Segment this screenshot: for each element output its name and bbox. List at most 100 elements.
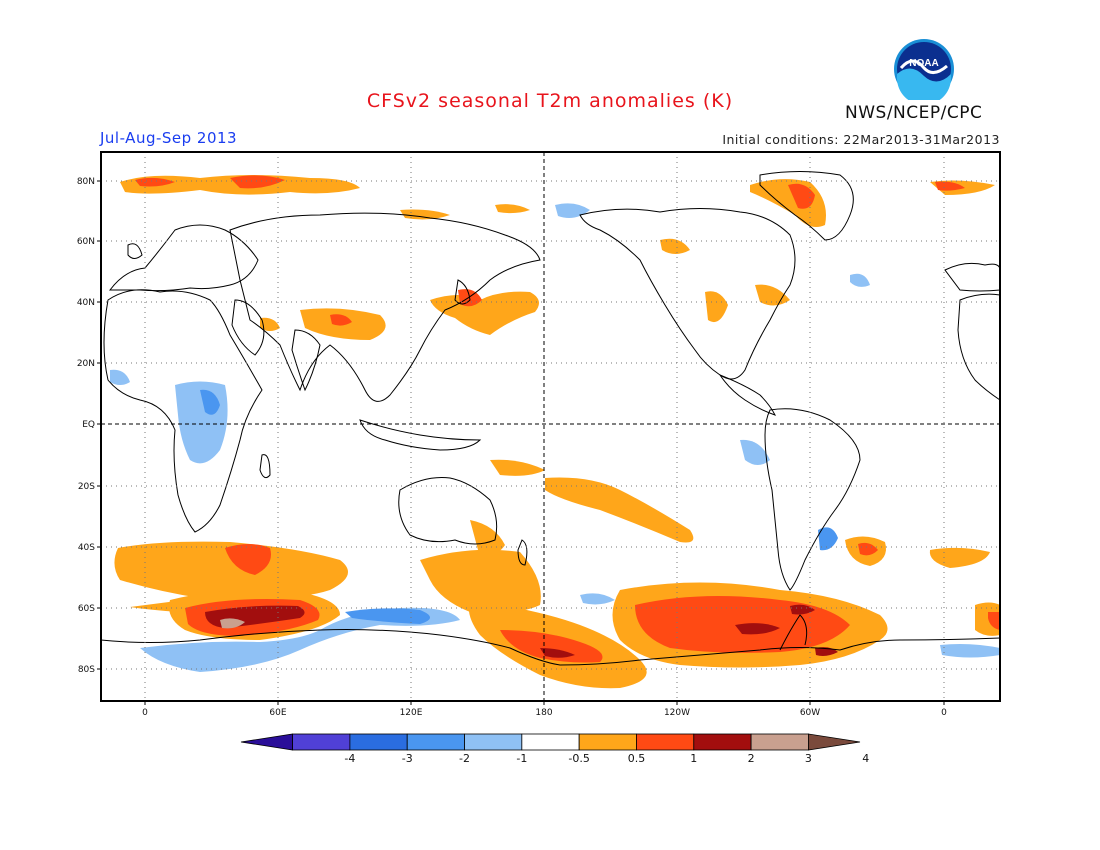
europe-coastline-wrap: [944, 262, 1001, 292]
madagascar-coastline: [259, 454, 271, 479]
longitude-label: 0: [142, 708, 148, 718]
warm-anomaly-region: [260, 317, 280, 331]
colorbar-label: 1: [690, 752, 697, 765]
latitude-label: 20N: [77, 359, 95, 369]
longitude-label: 120W: [664, 708, 690, 718]
colorbar-label: 4: [862, 752, 869, 765]
longitude-label: 60W: [800, 708, 820, 718]
warm-anomaly-region: [225, 544, 271, 575]
anomaly-shading: [110, 175, 1000, 689]
cool-anomaly-region: [580, 593, 615, 605]
colorbar-segment: [636, 733, 695, 751]
arabia-coastline: [231, 299, 265, 356]
colorbar-label: -3: [402, 752, 413, 765]
colorbar-segment: [406, 733, 465, 751]
warm-anomaly-region: [788, 183, 815, 209]
noaa-logo-text: NOAA: [909, 58, 938, 69]
longitude-label: 60E: [269, 708, 286, 718]
map-frame: [100, 151, 1001, 702]
colorbar-label: -1: [516, 752, 527, 765]
warm-anomaly-region: [858, 542, 878, 556]
colorbar: -4 -3 -2 -1 -0.5 0.5 1 2 3 4: [240, 733, 869, 765]
latitude-label: EQ: [82, 420, 95, 430]
colorbar-segment: [693, 733, 752, 751]
warm-anomaly-region: [230, 175, 285, 189]
warm-anomaly-region: [330, 314, 352, 326]
latitude-label: 80S: [78, 665, 95, 675]
warm-anomaly-region: [470, 520, 505, 554]
colorbar-label: -2: [459, 752, 470, 765]
longitude-label: 120E: [400, 708, 423, 718]
noaa-logo: NOAA: [894, 39, 954, 100]
warm-anomaly-region: [705, 291, 728, 323]
colorbar-segment: [578, 733, 637, 751]
warm-anomaly-region: [135, 177, 175, 187]
cool-anomaly-region: [140, 607, 460, 672]
colorbar-label: 2: [748, 752, 755, 765]
latitude-label: 80N: [77, 177, 95, 187]
colorbar-low-extension: [240, 733, 293, 751]
agency-label: NWS/NCEP/CPC: [845, 103, 983, 123]
antarctica-coastline: [100, 629, 1001, 666]
latitude-label: 40S: [78, 543, 95, 553]
warm-anomaly-region: [500, 630, 603, 663]
colorbar-high-extension: [808, 733, 861, 751]
warm-anomaly-region: [988, 612, 1000, 630]
colorbar-label: -4: [344, 752, 355, 765]
warm-anomaly-region: [929, 547, 990, 568]
colorbar-segment: [521, 733, 580, 751]
colorbar-segment: [464, 733, 523, 751]
south-america-coastline: [764, 408, 861, 591]
season-label: Jul-Aug-Sep 2013: [100, 129, 238, 147]
warm-anomaly-region: [755, 284, 790, 306]
japan-coastline: [454, 279, 471, 305]
greenland-coastline: [759, 171, 854, 241]
longitude-label: 180: [535, 708, 552, 718]
north-america-coastline: [579, 208, 796, 380]
latitude-label: 20S: [78, 482, 95, 492]
cool-anomaly-region: [110, 369, 130, 385]
india-coastline: [291, 329, 321, 392]
longitude-labels: 0 60E 120E 180 120W 60W 0: [142, 701, 947, 718]
latitude-label: 60N: [77, 237, 95, 247]
warm-anomaly-region: [220, 618, 245, 629]
coastlines: [100, 171, 1001, 666]
initial-conditions-label: Initial conditions: 22Mar2013-31Mar2013: [722, 132, 1000, 147]
colorbar-label: -0.5: [568, 752, 589, 765]
europe-coastline: [108, 224, 259, 292]
warm-anomaly-region: [495, 204, 530, 214]
cool-anomaly-region: [850, 273, 870, 287]
warm-anomaly-region: [935, 181, 965, 191]
colorbar-segment: [750, 733, 809, 751]
warm-anomaly-region: [790, 604, 815, 615]
latitude-label: 40N: [77, 298, 95, 308]
warm-anomaly-region: [420, 549, 541, 613]
longitude-label: 0: [941, 708, 947, 718]
cool-anomaly-region: [200, 389, 220, 415]
warm-anomaly-region: [545, 477, 694, 543]
latitude-labels: 80N 60N 40N 20N EQ 20S 40S 60S 80S: [77, 177, 101, 675]
warm-anomaly-region: [540, 648, 575, 658]
colorbar-segment: [349, 733, 408, 751]
warm-anomaly-region: [975, 602, 1000, 636]
warm-anomaly-region: [400, 209, 450, 220]
warm-anomaly-region: [735, 623, 780, 635]
latitude-label: 60S: [78, 604, 95, 614]
cool-anomaly-region: [940, 644, 1000, 658]
new-zealand-coastline: [517, 539, 528, 566]
colorbar-label: 3: [805, 752, 812, 765]
colorbar-label: 0.5: [628, 752, 646, 765]
australia-coastline: [398, 477, 498, 545]
map-title: CFSv2 seasonal T2m anomalies (K): [366, 90, 734, 112]
africa-coastline: [103, 289, 263, 533]
warm-anomaly-region: [660, 238, 690, 254]
cool-anomaly-region: [818, 527, 838, 551]
antarctic-peninsula-coastline: [779, 614, 808, 651]
africa-coastline-wrap: [957, 293, 1001, 401]
asia-coastline: [229, 212, 541, 402]
cool-anomaly-region: [740, 439, 770, 465]
central-america-coastline: [718, 373, 776, 416]
warm-anomaly-region: [490, 459, 545, 476]
cool-anomaly-region: [345, 608, 430, 624]
colorbar-segment: [292, 733, 351, 751]
